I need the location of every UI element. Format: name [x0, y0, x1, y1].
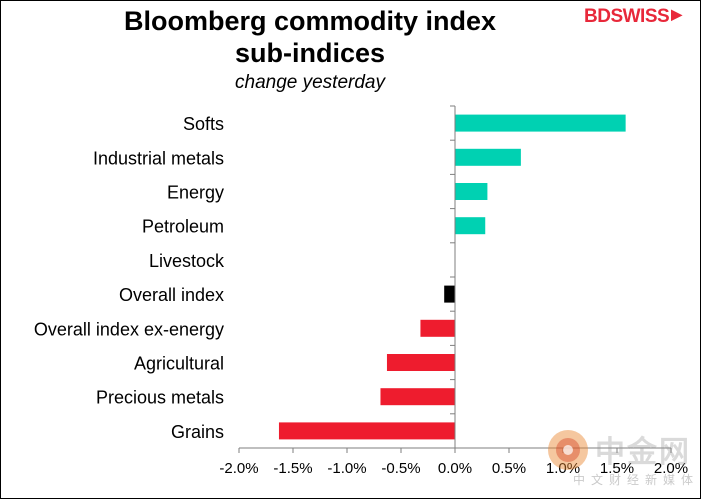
chart-title-line1: Bloomberg commodity index	[123, 6, 497, 36]
logo-swiss-text: SWISS	[610, 6, 670, 27]
bdswiss-logo: BDSWISS ▶	[584, 6, 682, 28]
bar-industrial-metals	[455, 148, 521, 166]
category-label: Industrial metals	[93, 148, 224, 168]
category-label: Energy	[167, 183, 224, 203]
category-label: Livestock	[149, 251, 225, 271]
x-tick-label: -0.5%	[381, 460, 420, 477]
bar-petroleum	[455, 217, 486, 235]
x-tick-label: -2.0%	[219, 460, 258, 477]
x-tick-label: -1.5%	[273, 460, 312, 477]
zhongjin-watermark: 中金网 中文财经新媒体	[545, 427, 695, 491]
x-tick-label: -1.0%	[327, 460, 366, 477]
bar-energy	[455, 183, 488, 200]
x-tick-label: 0.5%	[492, 460, 526, 477]
category-label: Overall index ex-energy	[34, 319, 224, 339]
watermark-subtitle: 中文财经新媒体	[573, 473, 700, 487]
bar-grains	[278, 422, 455, 440]
chart-subtitle: change yesterday	[235, 72, 385, 93]
bar-softs	[455, 114, 626, 132]
logo-bd-text: BD	[584, 6, 611, 27]
category-label: Petroleum	[142, 217, 224, 237]
bar-overall-index-ex-energy	[420, 319, 455, 337]
watermark-title: 中金网	[595, 435, 691, 470]
watermark-logo-icon	[548, 430, 588, 470]
logo-arrow-icon: ▶	[671, 6, 682, 22]
category-label: Softs	[183, 114, 224, 134]
bar-agricultural	[386, 354, 455, 371]
chart-title-line2: sub-indices	[234, 38, 386, 68]
x-tick-label: 2.0%	[654, 460, 688, 477]
category-label: Precious metals	[96, 388, 224, 408]
x-tick-label: 1.0%	[546, 460, 580, 477]
category-label: Agricultural	[134, 354, 224, 374]
bar-overall-index	[444, 285, 455, 303]
x-tick-label: 0.0%	[438, 460, 472, 477]
x-tick-label: 1.5%	[600, 460, 634, 477]
category-label: Grains	[171, 422, 224, 442]
bar-precious-metals	[380, 388, 455, 406]
category-label: Overall index	[119, 285, 224, 305]
